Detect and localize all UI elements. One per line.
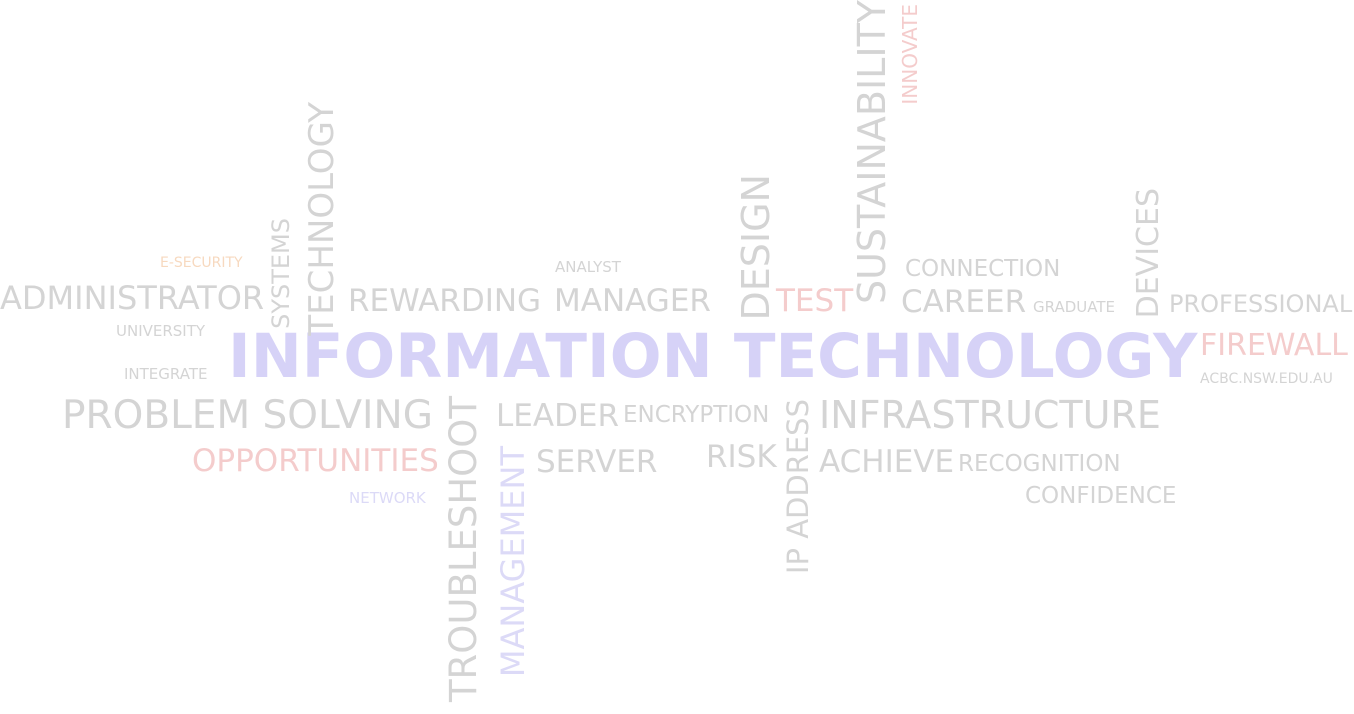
word-technology: TECHNOLOGY <box>302 102 342 336</box>
word-test: TEST <box>776 283 854 319</box>
word-troubleshoot: TROUBLESHOOT <box>442 396 485 703</box>
word-systems: SYSTEMS <box>267 218 295 329</box>
word-career: CAREER <box>901 284 1027 320</box>
word-sustainability: SUSTAINABILITY <box>850 0 894 305</box>
word-domain: ACBC.NSW.EDU.AU <box>1200 371 1333 387</box>
word-leader: LEADER <box>496 398 620 434</box>
word-graduate: GRADUATE <box>1033 298 1115 316</box>
word-ip-address: IP ADDRESS <box>781 399 815 575</box>
word-e-security: E-SECURITY <box>160 255 243 271</box>
word-server: SERVER <box>536 444 658 480</box>
word-administrator: ADMINISTRATOR <box>0 279 265 317</box>
word-recognition: RECOGNITION <box>958 451 1121 477</box>
word-network: NETWORK <box>349 489 426 507</box>
word-analyst: ANALYST <box>555 258 621 276</box>
word-connection: CONNECTION <box>905 256 1061 282</box>
word-professional: PROFESSIONAL <box>1169 290 1353 318</box>
word-devices: DEVICES <box>1131 188 1166 319</box>
word-manager: MANAGER <box>554 283 711 319</box>
word-design: DESIGN <box>734 174 778 321</box>
word-university: UNIVERSITY <box>116 322 206 340</box>
word-information-technology: INFORMATION TECHNOLOGY <box>228 321 1198 392</box>
word-innovate: INNOVATE <box>898 4 922 105</box>
word-encryption: ENCRYPTION <box>623 402 770 428</box>
word-achieve: ACHIEVE <box>819 444 955 480</box>
word-opportunities: OPPORTUNITIES <box>192 443 439 479</box>
word-problem-solving: PROBLEM SOLVING <box>62 393 433 438</box>
word-rewarding: REWARDING <box>348 283 542 319</box>
word-management: MANAGEMENT <box>494 446 532 678</box>
word-risk: RISK <box>706 439 777 475</box>
word-integrate: INTEGRATE <box>124 365 208 383</box>
word-firewall: FIREWALL <box>1200 328 1348 363</box>
word-infrastructure: INFRASTRUCTURE <box>819 393 1161 437</box>
word-confidence: CONFIDENCE <box>1025 483 1177 509</box>
